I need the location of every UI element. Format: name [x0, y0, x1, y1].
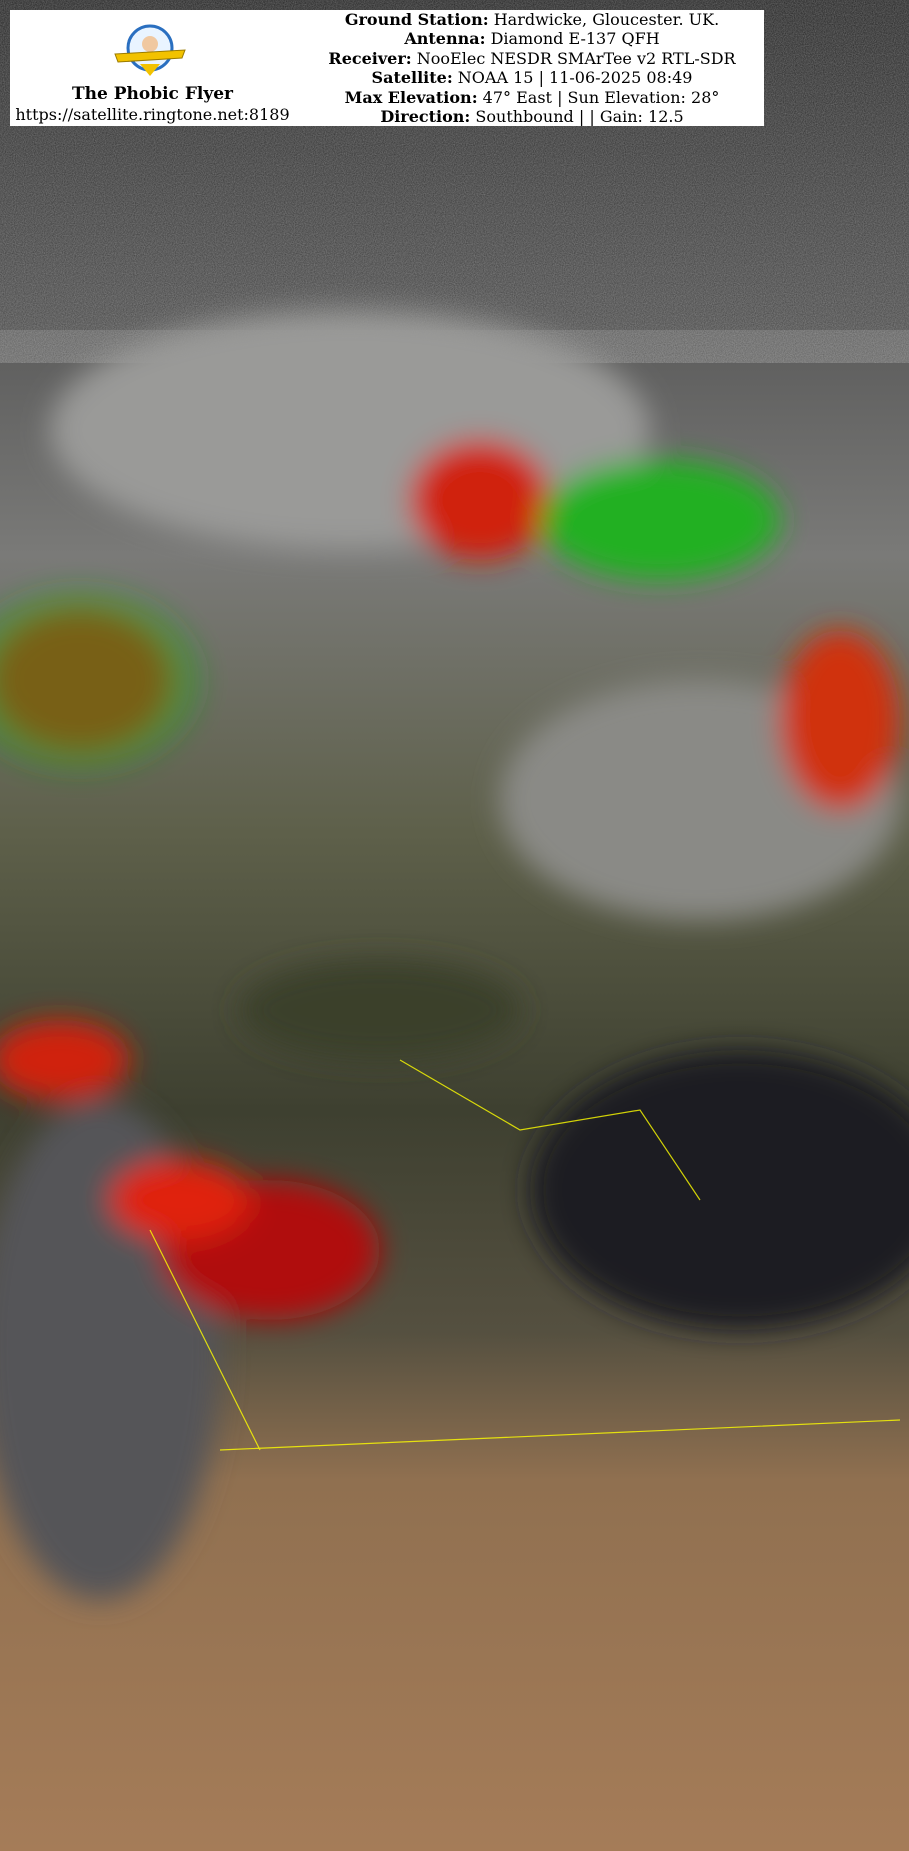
- receiver-line: Receiver: NooElec NESDR SMArTee v2 RTL-S…: [300, 49, 764, 68]
- value: NooElec NESDR SMArTee v2 RTL-SDR: [411, 48, 736, 68]
- value: Southbound | | Gain: 12.5: [470, 107, 684, 127]
- info-header: The Phobic Flyer https://satellite.ringt…: [10, 10, 764, 126]
- antenna-line: Antenna: Diamond E-137 QFH: [300, 29, 764, 48]
- ground-station-line: Ground Station: Hardwicke, Gloucester. U…: [300, 10, 764, 29]
- value: 47° East | Sun Elevation: 28°: [477, 87, 720, 107]
- label: Antenna:: [404, 29, 486, 49]
- phobic-flyer-logo: [114, 24, 186, 76]
- brand-name: The Phobic Flyer: [71, 84, 234, 104]
- value: Hardwicke, Gloucester. UK.: [488, 10, 720, 29]
- label: Satellite:: [371, 68, 453, 88]
- brand-url: https://satellite.ringtone.net:8189: [15, 105, 290, 124]
- label: Receiver:: [328, 48, 412, 68]
- label: Max Elevation:: [344, 87, 478, 107]
- satellite-line: Satellite: NOAA 15 | 11-06-2025 08:49: [300, 68, 764, 87]
- label: Direction:: [380, 107, 471, 127]
- label: Ground Station:: [344, 10, 489, 29]
- elevation-line: Max Elevation: 47° East | Sun Elevation:…: [300, 88, 764, 107]
- value: Diamond E-137 QFH: [485, 29, 660, 49]
- pass-info: Ground Station: Hardwicke, Gloucester. U…: [300, 10, 764, 126]
- direction-line: Direction: Southbound | | Gain: 12.5: [300, 107, 764, 126]
- value: NOAA 15 | 11-06-2025 08:49: [452, 68, 693, 88]
